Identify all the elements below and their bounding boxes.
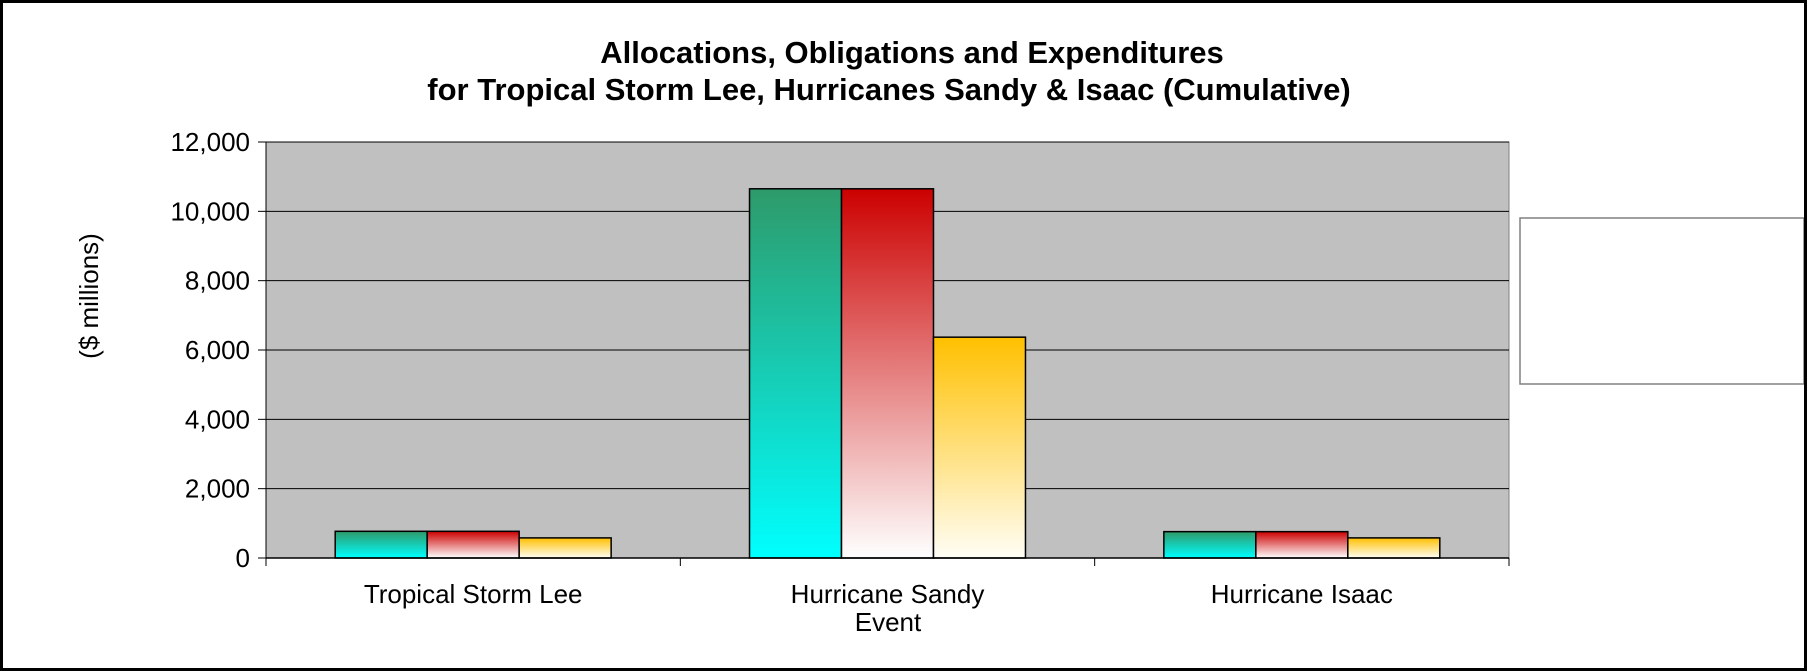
- bar: [840, 188, 935, 559]
- x-tick-label: Hurricane Isaac: [1211, 579, 1393, 609]
- y-tick-label: 2,000: [185, 474, 250, 504]
- chart-title: Allocations, Obligations and Expenditure…: [600, 35, 1224, 70]
- y-tick-label: 10,000: [170, 196, 250, 226]
- bar: [518, 537, 612, 559]
- x-axis-title: Event: [855, 607, 922, 637]
- y-tick-label: 6,000: [185, 335, 250, 365]
- bar: [1163, 530, 1257, 559]
- bar: [1255, 530, 1349, 559]
- x-tick-label: Tropical Storm Lee: [364, 579, 583, 609]
- chart-subtitle: for Tropical Storm Lee, Hurricanes Sandy…: [427, 72, 1350, 107]
- bar: [748, 188, 843, 559]
- y-tick-label: 0: [236, 543, 250, 573]
- y-tick-label: 4,000: [185, 404, 250, 434]
- chart: Allocations, Obligations and Expenditure…: [74, 35, 1804, 637]
- y-tick-label: 12,000: [170, 127, 250, 157]
- bar: [932, 336, 1027, 559]
- legend-box: [1519, 217, 1804, 385]
- y-tick-label: 8,000: [185, 266, 250, 296]
- bar: [426, 530, 520, 559]
- plot-area: 0 2,000 4,000 6,000 8,000 10,000 12,000 Tropica…: [170, 127, 1510, 609]
- y-axis-title: ($ millions): [74, 233, 104, 359]
- bar: [334, 530, 428, 559]
- x-tick-label: Hurricane Sandy: [791, 579, 985, 609]
- bar: [1347, 537, 1441, 559]
